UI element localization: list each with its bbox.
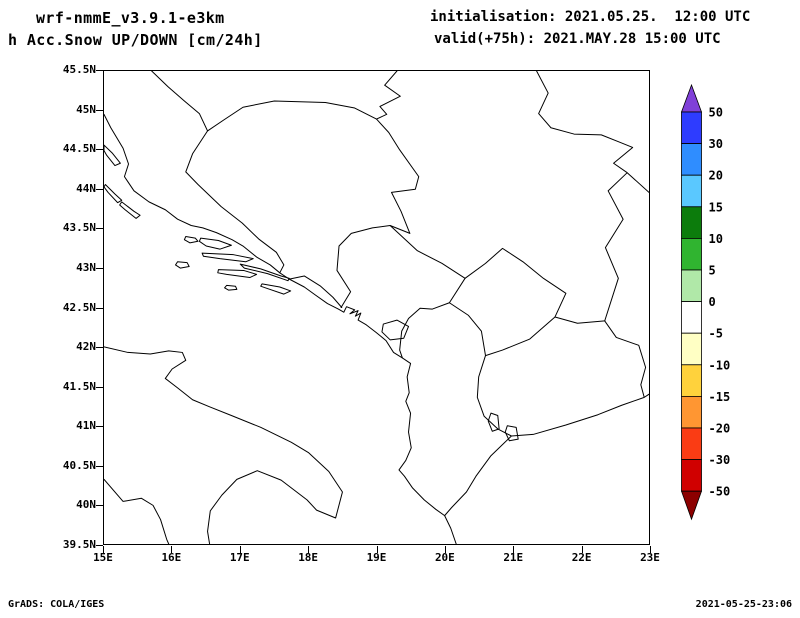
coastline-italy-tyrrhenian (104, 479, 169, 544)
y-axis-tick (96, 70, 103, 71)
x-axis-tick (308, 546, 310, 553)
x-axis-tick-label: 21E (503, 551, 524, 564)
colorbar-level-label: -50 (709, 485, 731, 499)
border-macedonia-albania (477, 356, 511, 436)
border-drina-bosnia-montenegro (337, 119, 419, 307)
colorbar-segment (681, 459, 702, 492)
colorbar-arrow-up (680, 83, 703, 113)
colorbar-segment (681, 332, 702, 366)
colorbar-level-label: -5 (709, 327, 723, 341)
y-axis-tick-label: 44N (76, 181, 96, 195)
x-axis-tick (444, 546, 446, 553)
colorbar-level-label: -20 (709, 422, 731, 436)
colorbar-segment (681, 364, 702, 397)
border-croatia-bosnia-north (152, 71, 377, 131)
init-time-label: initialisation: 2021.05.25. 12:00 UTC (430, 9, 751, 25)
colorbar-arrow-down (680, 490, 703, 521)
x-axis-tick-label: 23E (640, 551, 660, 564)
colorbar-level-label: 30 (709, 137, 723, 151)
x-axis-tick-label: 15E (93, 551, 113, 564)
colorbar-segment (681, 427, 702, 461)
y-axis-tick-label: 45.5N (62, 63, 96, 76)
x-axis-tick-label: 20E (434, 551, 455, 564)
x-axis-tick (513, 546, 515, 553)
y-axis-tick (96, 267, 103, 269)
variable-title: h Acc.Snow UP/DOWN [cm/24h] (8, 31, 263, 49)
border-montenegro-serbia (390, 226, 465, 279)
colorbar-level-label: 15 (709, 200, 723, 214)
map-plot-area (103, 70, 650, 545)
colorbar-level-label: 20 (709, 169, 723, 183)
colorbar-segment (681, 395, 702, 429)
border-montenegro-albania (400, 303, 450, 358)
y-axis-tick (96, 426, 103, 428)
colorbar-segment (681, 206, 702, 239)
y-axis-tick-label: 40N (76, 498, 96, 512)
y-axis-tick-label: 43N (76, 260, 96, 274)
y-axis-tick (96, 109, 103, 111)
colorbar-segment (681, 174, 702, 208)
border-serbia-romania-bulgaria (537, 71, 649, 321)
colorbar-level-label: 50 (709, 106, 723, 120)
border-croatia-bosnia-west (186, 131, 342, 308)
y-axis-tick (96, 545, 103, 546)
colorbar-level-label: -30 (709, 453, 731, 467)
y-axis-tick-label: 41.5N (62, 379, 96, 393)
border-albania-greece (445, 436, 512, 516)
lakes (382, 320, 518, 441)
x-axis-tick-label: 18E (298, 551, 319, 564)
x-axis-tick-label: 22E (571, 551, 592, 564)
y-axis-tick-label: 42.5N (62, 300, 96, 314)
creation-timestamp: 2021-05-25-23:06 (695, 599, 792, 610)
map-svg (104, 71, 649, 544)
y-axis-tick-label: 45N (76, 102, 96, 116)
y-axis-tick-label: 43.5N (62, 221, 96, 235)
y-axis-tick (96, 505, 103, 507)
border-serbia-macedonia (555, 317, 605, 323)
y-axis-tick (96, 465, 103, 467)
islands-dalmatia (104, 145, 291, 294)
x-axis-tick (239, 546, 241, 553)
y-axis-tick-label: 41N (76, 419, 96, 433)
y-axis-tick-label: 44.5N (62, 142, 96, 156)
x-axis-tick (376, 546, 378, 553)
x-axis-tick-label: 16E (161, 551, 182, 564)
x-axis-tick (581, 546, 583, 553)
border-croatia-serbia (377, 71, 401, 119)
colorbar-level-label: 10 (709, 232, 723, 246)
x-axis-tick (103, 546, 104, 553)
colorbar-level-label: -10 (709, 358, 731, 372)
colorbar-segment (681, 237, 702, 271)
colorbar-segment (681, 143, 702, 176)
y-axis-tick (96, 149, 103, 151)
y-axis-tick (96, 386, 103, 388)
x-axis-tick (650, 546, 651, 553)
colorbar-segment (681, 111, 702, 145)
y-axis-tick (96, 188, 103, 190)
colorbar-level-label: 0 (709, 295, 716, 309)
colorbar-level-label: -15 (709, 390, 731, 404)
y-axis-tick (96, 347, 103, 349)
y-axis-tick-label: 40.5N (62, 458, 96, 472)
coastline-adriatic-east (104, 114, 456, 544)
y-axis-tick-label: 39.5N (62, 538, 96, 551)
x-axis-tick (171, 546, 173, 553)
y-axis-tick-label: 42N (76, 340, 96, 354)
colorbar-segment (681, 301, 702, 334)
colorbar-level-label: 5 (709, 264, 716, 278)
model-title: wrf-nmmE_v3.9.1-e3km (36, 9, 225, 27)
colorbar-segment (681, 269, 702, 303)
grads-credit: GrADS: COLA/IGES (8, 599, 105, 610)
border-macedonia-bulgaria-greece (511, 321, 649, 436)
y-axis-tick (96, 228, 103, 230)
y-axis-tick (96, 307, 103, 309)
border-kosovo (449, 248, 565, 355)
coastline-italy-adriatic (104, 347, 342, 544)
valid-time-label: valid(+75h): 2021.MAY.28 15:00 UTC (434, 31, 721, 47)
x-axis-tick-label: 19E (366, 551, 387, 564)
x-axis-tick-label: 17E (229, 551, 250, 564)
